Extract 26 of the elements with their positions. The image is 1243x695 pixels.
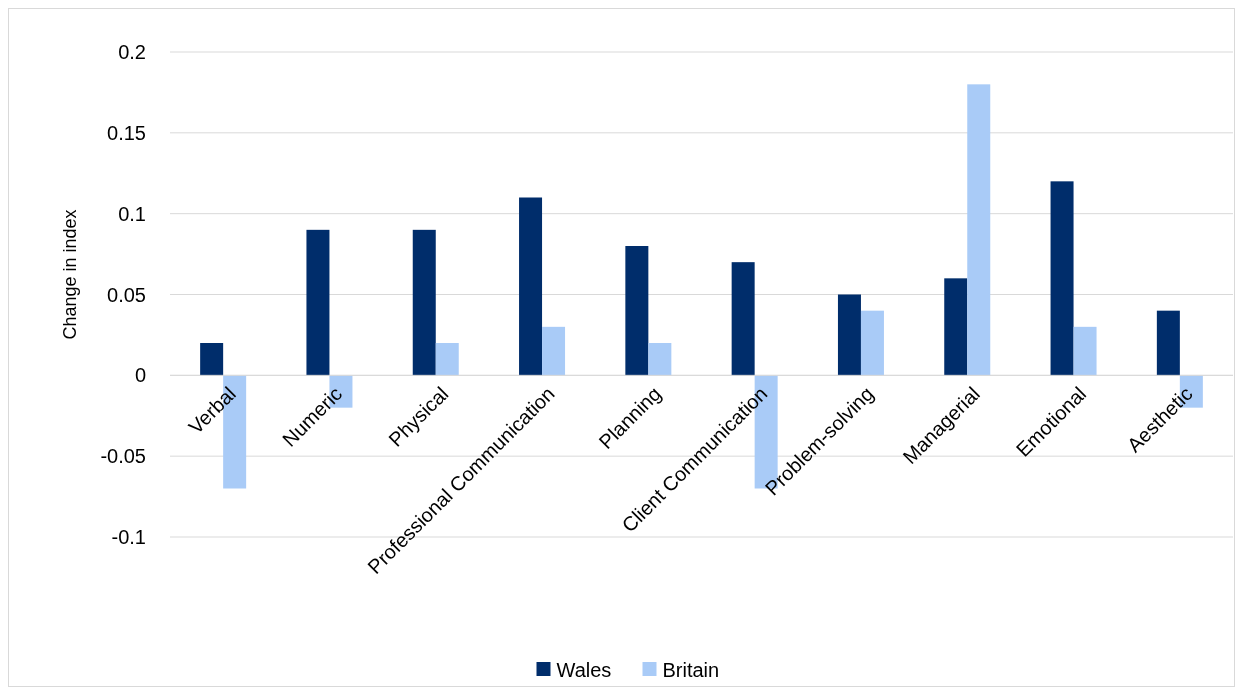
bar (1073, 326, 1097, 376)
bar (519, 197, 543, 376)
bar (200, 343, 224, 376)
bar (967, 84, 991, 376)
y-tick-label: 0.05 (107, 283, 146, 306)
bar (731, 262, 755, 376)
y-tick-label: -0.1 (111, 526, 146, 548)
y-tick-label: 0 (134, 364, 146, 387)
legend-label: Britain (662, 659, 720, 681)
y-tick-label: 0.2 (118, 41, 146, 63)
y-tick-label: -0.05 (100, 445, 146, 468)
y-tick-label: 0.1 (118, 202, 146, 225)
bar (625, 246, 649, 376)
bar (542, 326, 566, 376)
y-tick-label: 0.15 (107, 121, 146, 144)
bar (306, 229, 330, 376)
bar (944, 278, 968, 376)
bar (1156, 310, 1180, 376)
bar (837, 294, 861, 376)
legend-label: Wales (556, 659, 612, 681)
bar (435, 343, 459, 376)
bar (1050, 181, 1074, 376)
bar (860, 310, 884, 376)
y-axis-title: Change in index (60, 209, 80, 340)
bar (412, 229, 436, 376)
bar (648, 343, 672, 376)
